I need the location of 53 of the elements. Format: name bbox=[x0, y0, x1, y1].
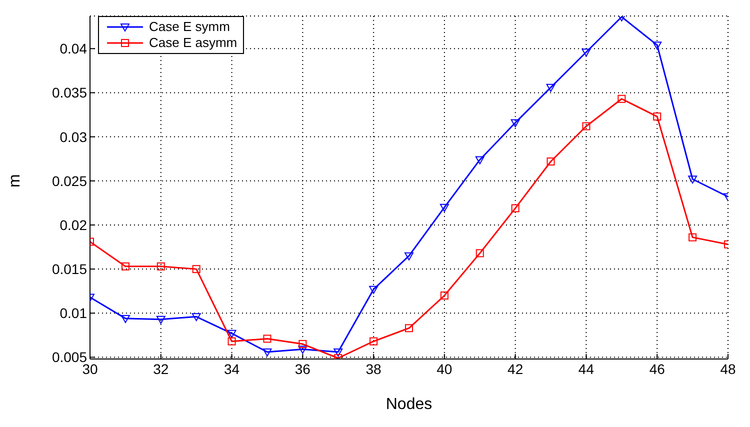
x-tick-label: 36 bbox=[294, 360, 311, 377]
point bbox=[369, 286, 378, 294]
point bbox=[618, 94, 626, 103]
y-axis-title: m bbox=[6, 174, 24, 188]
point bbox=[192, 265, 200, 274]
x-axis-title: Nodes bbox=[386, 396, 432, 413]
y-tick-label: 0.025 bbox=[52, 172, 88, 189]
point bbox=[228, 337, 236, 346]
point bbox=[334, 348, 343, 356]
point bbox=[370, 337, 378, 346]
point bbox=[546, 157, 555, 166]
x-tick-label: 44 bbox=[578, 360, 594, 377]
y-tick-label: 0.035 bbox=[52, 84, 88, 101]
point bbox=[120, 314, 130, 323]
point bbox=[404, 252, 414, 260]
point bbox=[263, 334, 272, 343]
x-tick-label: 40 bbox=[436, 360, 452, 377]
point bbox=[121, 262, 130, 270]
point bbox=[546, 84, 556, 92]
point bbox=[582, 122, 590, 130]
x-tick-label: 46 bbox=[649, 360, 666, 377]
point bbox=[156, 262, 165, 270]
y-tick-label: 0.005 bbox=[52, 349, 88, 366]
point bbox=[440, 204, 449, 212]
point bbox=[192, 313, 201, 322]
x-tick-label: 48 bbox=[720, 360, 736, 377]
y-tick-label: 0.04 bbox=[60, 40, 88, 57]
point bbox=[510, 119, 520, 128]
point bbox=[511, 204, 520, 212]
y-tick-label: 0.02 bbox=[60, 216, 88, 233]
point bbox=[262, 348, 272, 356]
point bbox=[156, 316, 166, 324]
point bbox=[582, 48, 591, 57]
point bbox=[298, 346, 308, 354]
y-tick-label: 0.01 bbox=[60, 305, 88, 322]
point bbox=[688, 233, 697, 242]
point bbox=[653, 112, 662, 121]
point bbox=[475, 156, 484, 164]
point bbox=[652, 42, 662, 50]
x-tick-label: 38 bbox=[366, 360, 382, 377]
point bbox=[476, 249, 484, 258]
x-tick-label: 34 bbox=[224, 360, 240, 377]
point bbox=[227, 330, 236, 338]
y-tick-label: 0.03 bbox=[60, 128, 88, 145]
point bbox=[298, 340, 307, 348]
x-tick-label: 42 bbox=[508, 360, 524, 377]
legend-label: Case E symm bbox=[149, 19, 230, 35]
legend-label: Case E asymm bbox=[149, 35, 238, 51]
x-tick-label: 32 bbox=[153, 360, 169, 377]
point bbox=[405, 324, 413, 332]
y-tick-label: 0.015 bbox=[52, 261, 88, 278]
point bbox=[688, 176, 698, 184]
point bbox=[440, 292, 448, 300]
